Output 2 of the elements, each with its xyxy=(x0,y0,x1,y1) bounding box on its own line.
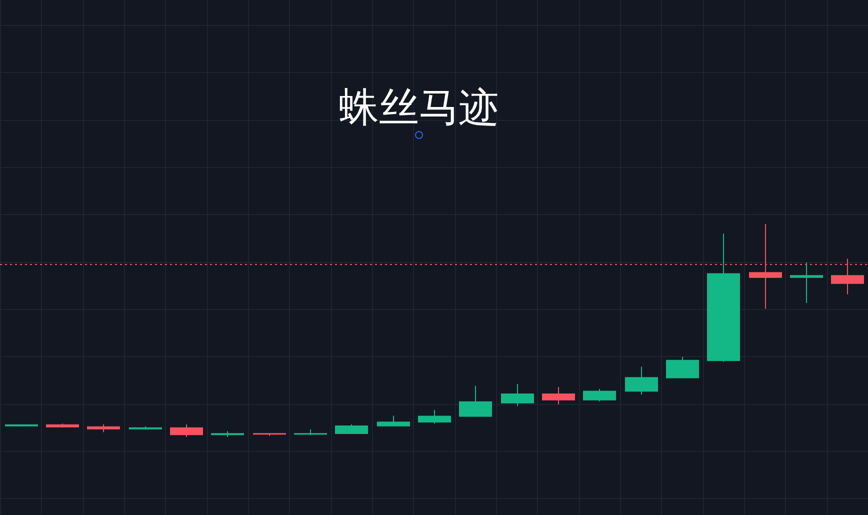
chart-title: 蛛丝马迹 xyxy=(338,84,500,133)
candlestick xyxy=(790,262,823,304)
